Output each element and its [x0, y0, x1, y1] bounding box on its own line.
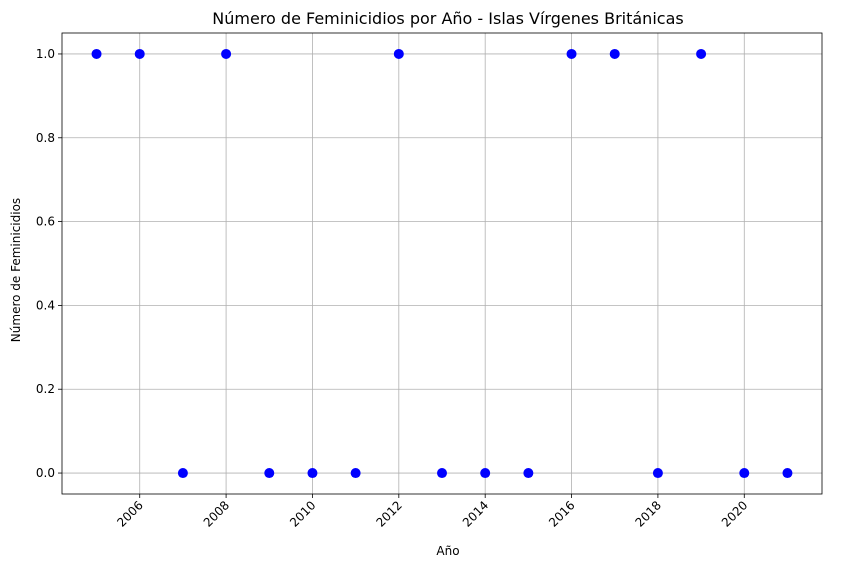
x-tick-label: 2006 — [114, 498, 145, 529]
data-point — [739, 468, 750, 479]
data-point — [393, 48, 404, 59]
data-point — [91, 48, 102, 59]
data-point — [566, 48, 577, 59]
x-tick-label: 2008 — [201, 498, 232, 529]
x-tick-label: 2010 — [287, 498, 318, 529]
y-axis: 0.0 0.2 0.4 0.6 0.8 1.0 — [36, 47, 62, 480]
y-tick-label: 0.2 — [36, 382, 55, 396]
x-axis: 2006 2008 2010 2012 2014 2016 2018 2020 — [114, 494, 750, 530]
data-point — [523, 468, 534, 479]
y-axis-label: Número de Feminicidios — [9, 198, 23, 342]
data-point — [134, 48, 145, 59]
x-tick-label: 2018 — [633, 498, 664, 529]
data-point — [652, 468, 663, 479]
data-point — [177, 468, 188, 479]
y-tick-label: 0.4 — [36, 298, 55, 312]
x-tick-label: 2016 — [546, 498, 577, 529]
data-point — [221, 48, 232, 59]
grid — [62, 33, 822, 494]
data-point — [307, 468, 318, 479]
data-point — [480, 468, 491, 479]
data-point — [264, 468, 275, 479]
data-point — [782, 468, 793, 479]
data-point — [437, 468, 447, 479]
chart-title: Número de Feminicidios por Año - Islas V… — [212, 9, 683, 28]
y-tick-label: 0.8 — [36, 131, 55, 145]
y-tick-label: 0.0 — [36, 466, 55, 480]
x-tick-label: 2014 — [460, 498, 491, 529]
data-point — [696, 48, 707, 59]
x-axis-label: Año — [436, 544, 459, 558]
data-point — [609, 48, 620, 59]
y-tick-label: 1.0 — [36, 47, 55, 61]
x-tick-label: 2020 — [719, 498, 750, 529]
data-points — [91, 48, 793, 479]
y-tick-label: 0.6 — [36, 215, 55, 229]
data-point — [350, 468, 361, 479]
plot-area — [61, 32, 823, 495]
x-tick-label: 2012 — [373, 498, 404, 529]
